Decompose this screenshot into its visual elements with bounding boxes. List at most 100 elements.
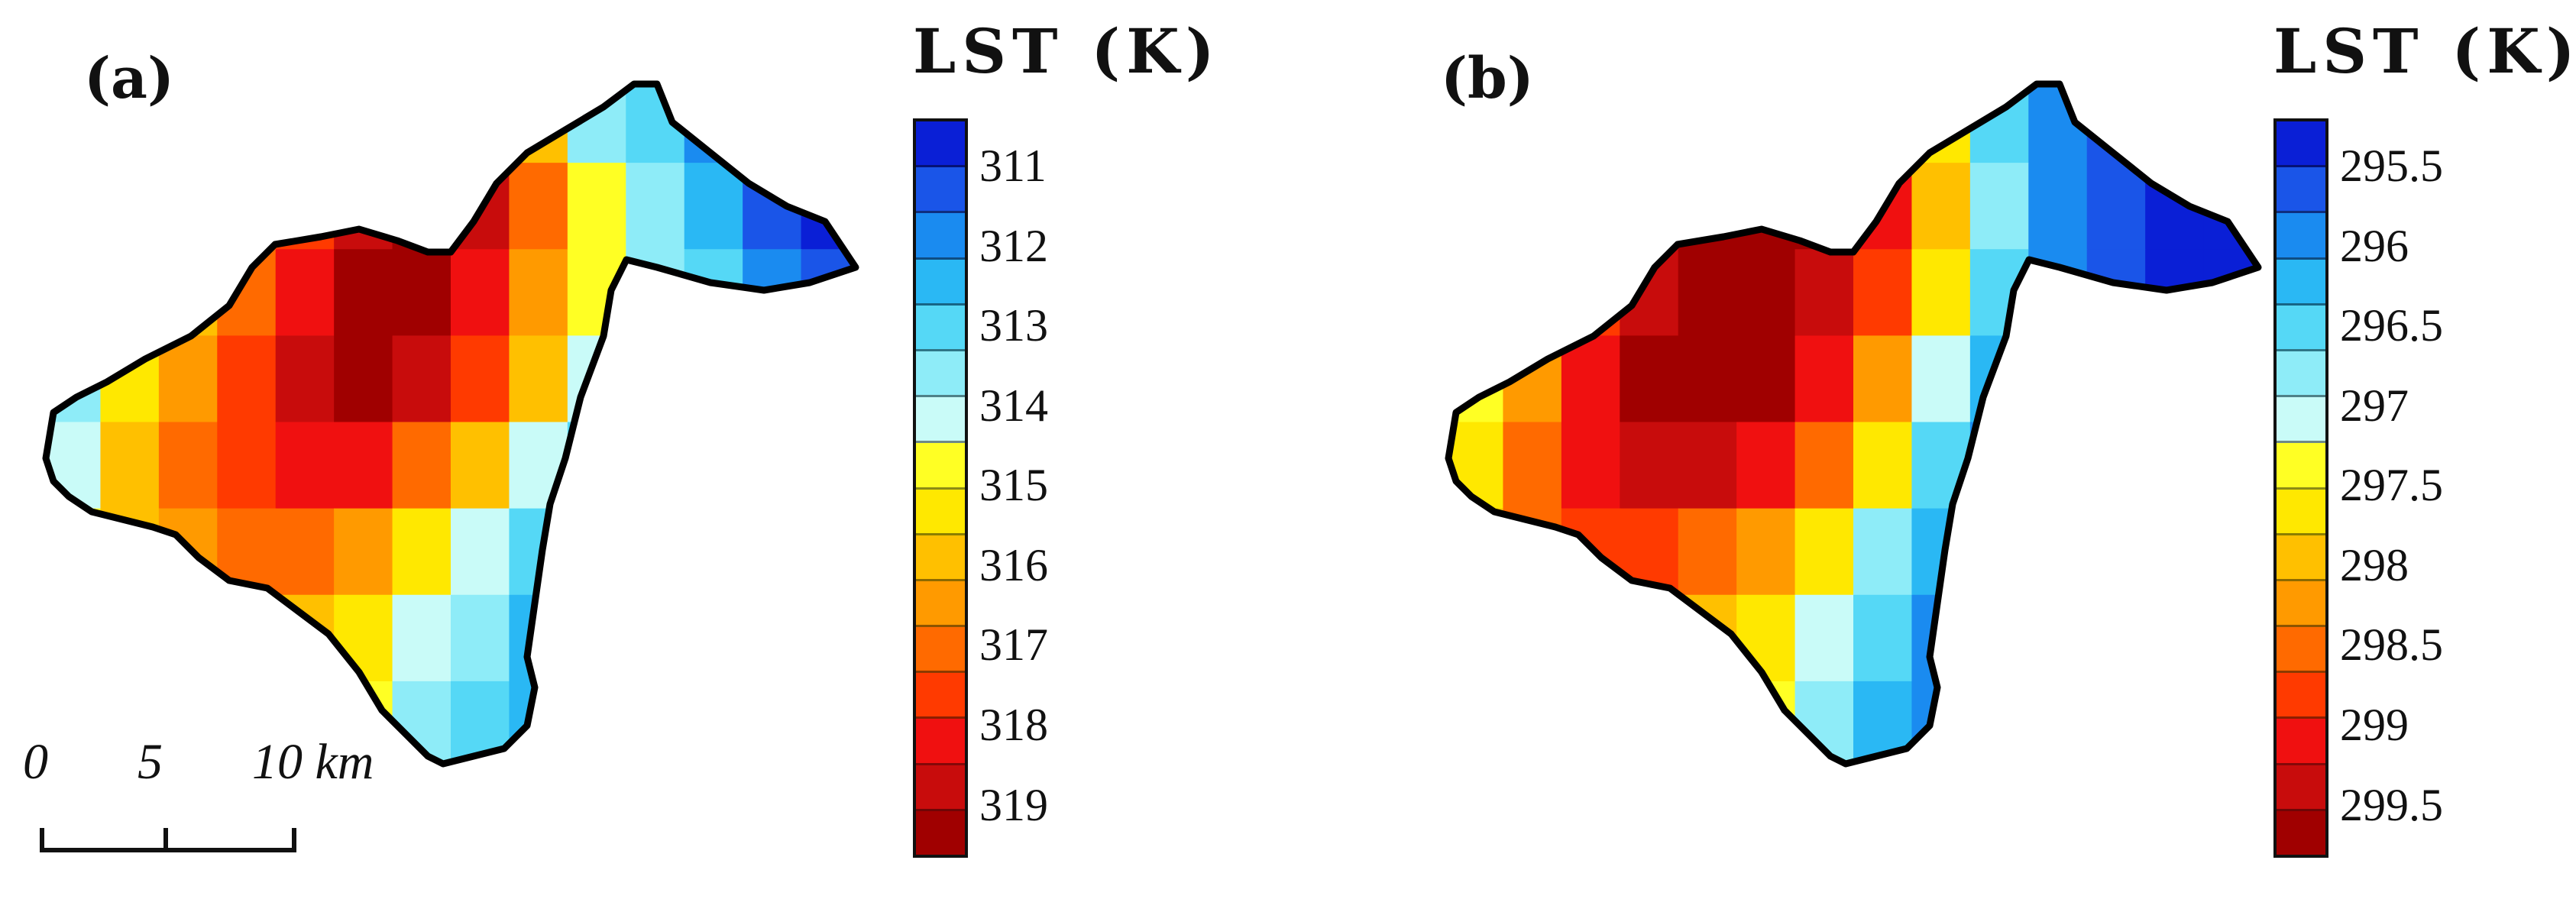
lst-cell — [451, 249, 510, 337]
lst-cell — [1448, 163, 1504, 251]
lst-cell — [2028, 508, 2088, 596]
lst-cell — [1736, 84, 1796, 164]
lst-cell — [2145, 335, 2205, 423]
lst-cell — [1678, 249, 1738, 337]
lst-cell — [2028, 422, 2088, 509]
legend-swatch — [2277, 719, 2325, 765]
lst-cell — [217, 163, 277, 251]
legend-swatch — [2277, 673, 2325, 720]
lst-cell — [1620, 335, 1679, 423]
legend-swatch — [916, 580, 965, 628]
lst-cell — [1620, 681, 1679, 764]
scale-label-0: 0 — [23, 734, 48, 790]
legend-swatch — [916, 719, 965, 765]
lst-cell — [217, 335, 277, 423]
lst-cell — [1794, 163, 1854, 251]
scale-label-10-km: 10 km — [252, 734, 374, 790]
legend-title-a: LST (K) — [913, 15, 1221, 87]
lst-cell — [2086, 335, 2147, 423]
scale-tick-0 — [40, 828, 44, 852]
legend-swatch — [2277, 121, 2325, 168]
legend-colorbar-a — [913, 118, 968, 858]
legend-swatch — [2277, 627, 2325, 674]
lst-cell — [684, 249, 744, 337]
lst-cell — [1911, 681, 1971, 764]
legend-swatch — [2277, 213, 2325, 260]
legend-tick-label: 318 — [979, 700, 1048, 750]
lst-cell — [567, 508, 627, 596]
lst-cell — [1736, 335, 1796, 423]
lst-cell — [1678, 681, 1738, 764]
scale-label-5: 5 — [138, 734, 163, 790]
lst-cell — [2086, 84, 2147, 164]
lst-cell — [626, 163, 685, 251]
scale-bar-line — [40, 848, 296, 852]
lst-cell — [334, 422, 393, 509]
lst-cell — [1561, 594, 1621, 682]
legend-tick-label: 297 — [2340, 380, 2409, 431]
legend-tick-label: 298.5 — [2340, 619, 2443, 671]
legend-swatch — [2277, 810, 2325, 855]
lst-cell — [334, 335, 393, 423]
lst-cell — [158, 594, 218, 682]
lst-cell — [100, 163, 160, 251]
lst-cell — [334, 84, 393, 164]
lst-cell — [275, 84, 335, 164]
lst-cell — [1853, 422, 1913, 509]
lst-cell — [1794, 422, 1854, 509]
legend-swatch — [916, 627, 965, 674]
legend-swatch — [916, 489, 965, 535]
legend-swatch — [916, 213, 965, 260]
legend-tick-label: 299.5 — [2340, 779, 2443, 830]
legend-swatch — [2277, 489, 2325, 535]
lst-cell — [801, 335, 856, 423]
legend-swatch — [916, 535, 965, 581]
lst-map-b — [1445, 80, 2262, 768]
lst-cell — [1794, 84, 1854, 164]
lst-cell — [158, 163, 218, 251]
lst-cell — [1503, 163, 1562, 251]
lst-cell — [100, 422, 160, 509]
legend-swatch — [2277, 305, 2325, 351]
legend-tick-label: 312 — [979, 220, 1048, 271]
lst-cell — [2086, 163, 2147, 251]
lst-cell — [743, 594, 802, 682]
panel-b: (b) LST (K) 295.5 296 296.5 297 297.5 298 298.… — [1288, 0, 2576, 899]
legend-swatch — [2277, 443, 2325, 490]
lst-cell — [1969, 249, 2030, 337]
lst-cell — [2203, 84, 2258, 164]
lst-cell — [743, 249, 802, 337]
legend-tick-label: 299 — [2340, 700, 2409, 750]
lst-cell — [684, 163, 744, 251]
lst-cell — [684, 594, 744, 682]
lst-cell — [275, 508, 335, 596]
lst-cell — [509, 163, 568, 251]
lst-cell — [567, 681, 627, 764]
lst-cell — [1561, 681, 1621, 764]
legend-tick-label: 311 — [979, 141, 1047, 192]
legend-swatch — [916, 167, 965, 214]
legend-swatch — [916, 397, 965, 444]
lst-cell — [1736, 594, 1796, 682]
lst-cell — [1911, 163, 1971, 251]
lst-cell — [451, 84, 510, 164]
legend-swatch — [2277, 765, 2325, 811]
lst-cell — [626, 335, 685, 423]
scale-tick-5 — [163, 828, 168, 852]
lst-cell — [684, 422, 744, 509]
panel-label-b: (b) — [1441, 46, 1534, 112]
lst-cell — [1736, 249, 1796, 337]
lst-cell — [1794, 335, 1854, 423]
lst-cell — [1969, 681, 2030, 764]
legend-tick-label: 314 — [979, 380, 1048, 431]
lst-cell — [684, 508, 744, 596]
lst-cell — [1561, 84, 1621, 164]
lst-cell — [1503, 594, 1562, 682]
legend-swatch — [2277, 259, 2325, 306]
legend-colorbar-b — [2273, 118, 2328, 858]
legend-tick-label: 319 — [979, 779, 1048, 830]
lst-cell — [1853, 594, 1913, 682]
lst-cell — [2145, 84, 2205, 164]
lst-cell — [2086, 422, 2147, 509]
lst-cell — [2028, 163, 2088, 251]
